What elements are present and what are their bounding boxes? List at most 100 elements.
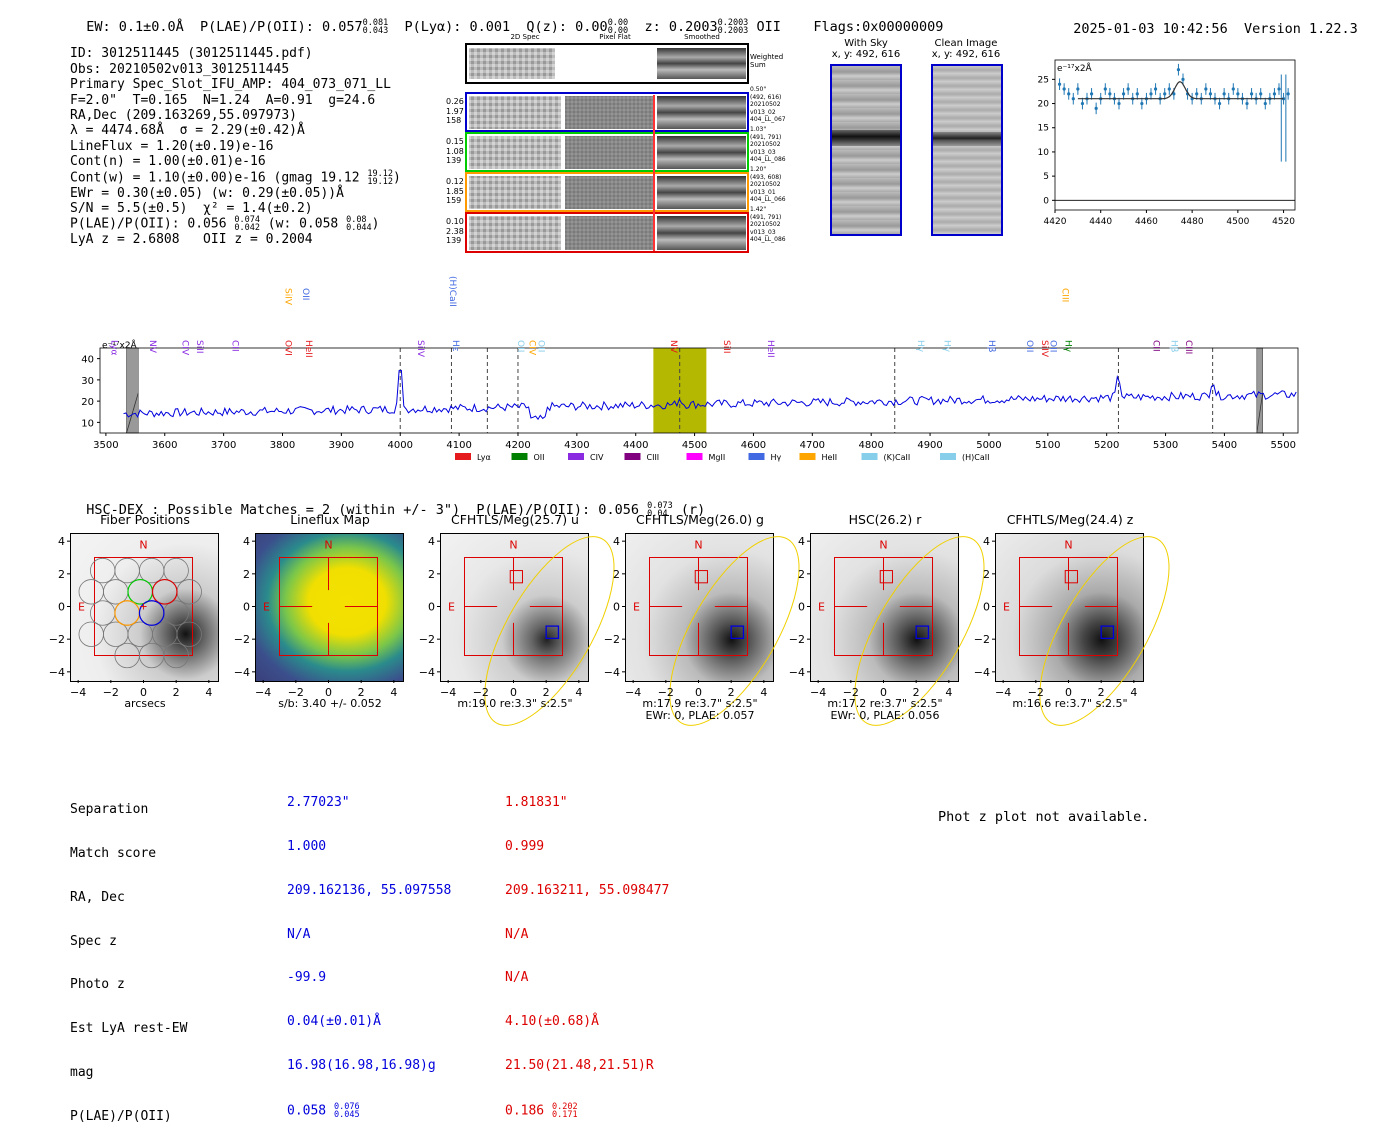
cutout-ytick-label: −2 bbox=[974, 633, 990, 646]
line-id-label: SiIV bbox=[1039, 340, 1049, 358]
center-plus: + bbox=[139, 602, 147, 613]
col1-match-score: 1.000 bbox=[287, 838, 327, 854]
cutout-ytick-label: 4 bbox=[983, 535, 990, 548]
label-radec: RA, Dec bbox=[70, 889, 125, 905]
line-id-label: CII bbox=[1151, 340, 1161, 352]
cutout-ytick-label: 4 bbox=[58, 535, 65, 548]
line-id-label: Hγ bbox=[1062, 340, 1072, 353]
cutout-overlay: + N E 4 2 0 −2 −4 −4 −2 0 2 4 bbox=[49, 535, 213, 699]
full-xtick-label: 4700 bbox=[800, 440, 825, 451]
zoom-data-point bbox=[1204, 87, 1208, 91]
legend-label: CIV bbox=[590, 453, 604, 462]
cutout-ytick-label: −2 bbox=[49, 633, 65, 646]
zoom-data-point bbox=[1236, 92, 1240, 96]
svg-text:CIII: CIII bbox=[1059, 288, 1069, 302]
zoom-data-point bbox=[1272, 92, 1277, 96]
cutout-xtick-label: −2 bbox=[843, 686, 859, 699]
full-xtick-label: 5300 bbox=[1153, 440, 1178, 451]
info-plae: P(LAE)/P(OII): 0.056 0.074 0.042 (w: 0.05… bbox=[70, 215, 380, 234]
fiber-circle bbox=[139, 557, 165, 584]
line-id-label: NV bbox=[668, 340, 678, 354]
cutout-xtick-label: 4 bbox=[760, 686, 767, 699]
line-id-label: CII bbox=[229, 340, 239, 352]
zoom-data-point bbox=[1222, 92, 1226, 96]
cutout-ytick-label: −4 bbox=[789, 666, 805, 679]
zoom-units-label: e⁻¹⁷x2Å bbox=[1057, 62, 1093, 74]
svg-text:Hβ: Hβ bbox=[1168, 340, 1178, 353]
zoom-fit-curve bbox=[1077, 81, 1284, 100]
legend-swatch bbox=[861, 453, 878, 460]
cutout-xtick-label: −4 bbox=[440, 686, 456, 699]
info-lineflux: LineFlux = 1.20(±0.19)e-16 bbox=[70, 138, 274, 154]
svg-text:OVI: OVI bbox=[282, 340, 292, 356]
zoom-xtick-label: 4420 bbox=[1044, 217, 1067, 227]
stamp-row-stats: 0.15 1.08 139 bbox=[446, 137, 464, 165]
line-id-label: SiIV bbox=[415, 340, 425, 358]
label-lya-ew: Est LyA rest-EW bbox=[70, 1021, 188, 1037]
zoom-data-point bbox=[1208, 92, 1213, 96]
line-id-label: OVI bbox=[282, 340, 292, 356]
label-match-score: Match score bbox=[70, 845, 157, 861]
cutout-xtick-label: 4 bbox=[575, 686, 582, 699]
cutout-xtick-label: −2 bbox=[288, 686, 304, 699]
zoom-xtick-label: 4480 bbox=[1181, 217, 1204, 227]
zoom-data-point bbox=[1263, 101, 1267, 106]
zoom-data-point bbox=[1163, 92, 1167, 96]
col2-separation: 1.81831" bbox=[505, 795, 568, 811]
spec2d-stamps bbox=[465, 43, 749, 253]
match-marker-blue bbox=[730, 625, 745, 639]
line-id-label: Hγ bbox=[942, 340, 952, 353]
smoothed-title: Smoothed bbox=[684, 33, 720, 41]
cutout-footer-line1: s/b: 3.40 +/- 0.052 bbox=[278, 697, 382, 710]
cutout-ytick-label: −4 bbox=[49, 666, 65, 679]
zoom-data-point bbox=[1172, 92, 1176, 96]
zoom-data-point bbox=[1277, 87, 1281, 91]
zoom-data-point bbox=[1231, 87, 1235, 91]
full-xtick-label: 4400 bbox=[623, 440, 648, 451]
cutout-xtick-label: 0 bbox=[695, 686, 702, 699]
full-xtick-label: 3900 bbox=[329, 440, 354, 451]
cutout-xtick-label: 2 bbox=[913, 686, 920, 699]
match-marker-blue bbox=[545, 625, 560, 639]
cutout-title: CFHTLS/Meg(25.7) u bbox=[451, 512, 579, 527]
zoom-xtick-label: 4500 bbox=[1226, 217, 1249, 227]
cutout-footer: m:17.2 re:3.7" s:2.5" EWr: 0, PLAE: 0.056 bbox=[795, 698, 975, 722]
match-table-col2: 1.81831" 0.999 209.163211, 55.098477 N/A… bbox=[505, 767, 669, 1133]
zoom-ytick-label: 25 bbox=[1038, 75, 1049, 85]
info-radec: RA,Dec (209.163269,55.097973) bbox=[70, 108, 297, 124]
cutout-footer-line2: EWr: 0, PLAE: 0.057 bbox=[645, 709, 755, 722]
fiber-orange bbox=[114, 600, 141, 626]
fiber-circle bbox=[114, 557, 140, 584]
cutout-panel: CFHTLS/Meg(26.0) g N E 4 2 0 −2 −4 −4 −2 0 2 4 m:17.9… bbox=[604, 512, 800, 727]
line-id-label: OII bbox=[515, 340, 525, 352]
header-timestamp: 2025-01-03 10:42:56 Version 1.22.3 bbox=[1073, 21, 1358, 37]
match-marker-blue bbox=[915, 625, 930, 639]
legend-label: Hγ bbox=[771, 453, 782, 462]
zoom-line-chart: 4420 4440 4460 4480 4500 4520 0 5 10 15 20 25 e⁻¹⁷x2… bbox=[1038, 59, 1296, 227]
full-xtick-label: 4100 bbox=[446, 440, 471, 451]
svg-text:NV: NV bbox=[147, 340, 157, 354]
cutout-ytick-label: 4 bbox=[613, 535, 620, 548]
full-xtick-label: 3800 bbox=[270, 440, 295, 451]
legend-swatch bbox=[940, 453, 956, 460]
full-xtick-label: 5000 bbox=[976, 440, 1001, 451]
zoom-data-point bbox=[1167, 87, 1171, 91]
line-id-label: HeII bbox=[303, 340, 313, 358]
line-id-label: CIV bbox=[527, 340, 537, 356]
zoom-data-point bbox=[1080, 101, 1085, 106]
cutout-footer: s/b: 3.40 +/- 0.052 bbox=[240, 698, 420, 710]
svg-text:SiII: SiII bbox=[721, 340, 731, 354]
cutout-xtick-label: 4 bbox=[945, 686, 952, 699]
zoom-data-point bbox=[1259, 92, 1263, 96]
stamp-row-info: 1.20" (493, 608) 20210502 v013_01 404_LL_066 bbox=[750, 166, 786, 203]
label-separation: Separation bbox=[70, 802, 149, 818]
galaxy-ellipse bbox=[1039, 536, 1170, 726]
svg-text:OII: OII bbox=[1048, 340, 1058, 352]
zoom-axes-frame bbox=[1054, 59, 1296, 211]
svg-text:CIII: CIII bbox=[1183, 340, 1193, 354]
cutout-panel: HSC(26.2) r N E 4 2 0 −2 −4 −4 −2 0 2 4 m:17.2 re:3.7… bbox=[789, 512, 985, 727]
line-id-label: SiII bbox=[721, 340, 731, 354]
full-ytick-label: 10 bbox=[81, 418, 94, 429]
line-id-label: CIII bbox=[1183, 340, 1193, 354]
zoom-data-point bbox=[1181, 77, 1185, 81]
